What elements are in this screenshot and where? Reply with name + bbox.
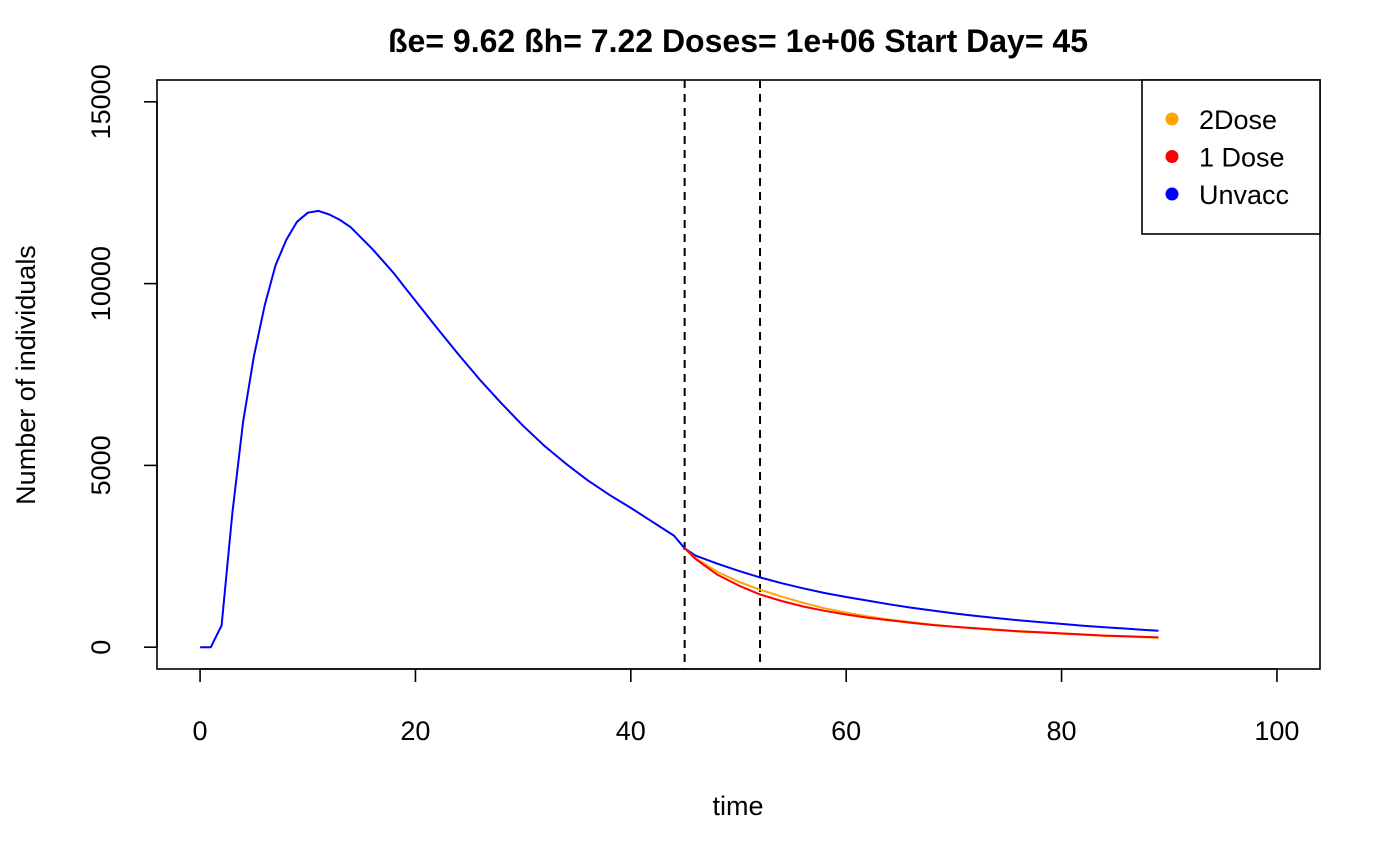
x-tick-label: 100 <box>1254 716 1299 746</box>
x-tick-label: 20 <box>400 716 430 746</box>
legend-marker <box>1165 150 1179 163</box>
y-axis: 0 5000 10000 15000 <box>86 64 158 655</box>
y-tick-label: 5000 <box>86 435 116 495</box>
series-line-unvacc <box>200 209 1159 649</box>
x-tick-label: 60 <box>831 716 861 746</box>
y-tick-label: 15000 <box>86 64 116 139</box>
x-tick-label: 0 <box>193 716 208 746</box>
vertical-markers <box>683 80 762 669</box>
x-axis: 0 20 40 60 80 100 <box>193 668 1299 746</box>
series-line-1-dose <box>683 547 1159 639</box>
y-tick-label: 10000 <box>86 246 116 321</box>
series-lines <box>200 209 1159 649</box>
legend-marker <box>1165 112 1179 126</box>
chart-title: ße= 9.62 ßh= 7.22 Doses= 1e+06 Start Day… <box>388 23 1088 59</box>
legend-marker <box>1165 187 1179 201</box>
x-axis-label: time <box>712 791 763 821</box>
y-axis-label: Number of individuals <box>11 245 41 505</box>
x-tick-label: 40 <box>616 716 646 746</box>
x-tick-label: 80 <box>1047 716 1077 746</box>
legend-label: 1 Dose <box>1199 143 1285 173</box>
legend-label: Unvacc <box>1199 180 1289 210</box>
legend: 2Dose 1 Dose Unvacc <box>1141 79 1321 235</box>
legend-label: 2Dose <box>1199 105 1277 135</box>
y-tick-label: 0 <box>86 640 116 655</box>
